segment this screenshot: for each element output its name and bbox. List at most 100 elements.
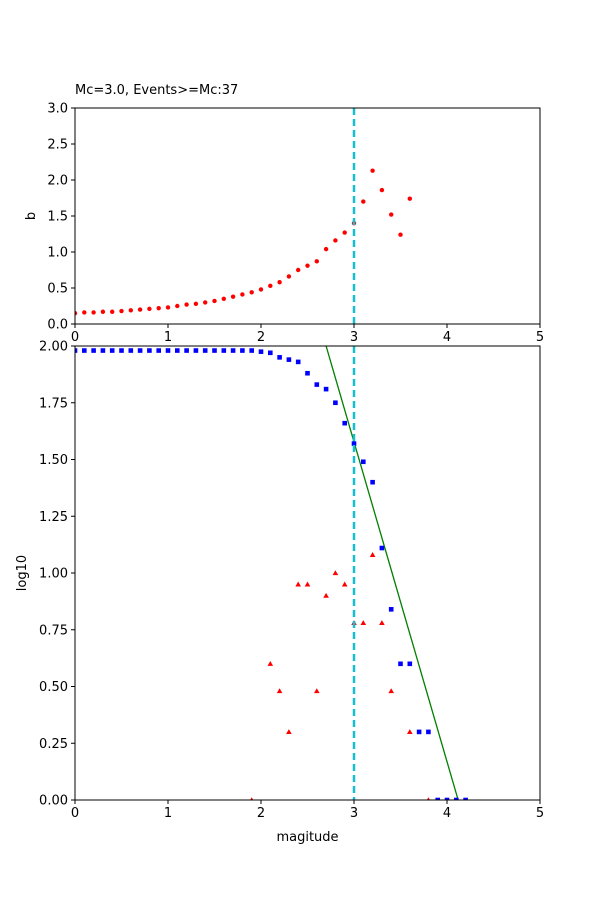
bottom-plot-area bbox=[75, 346, 468, 800]
top-x-tick-label: 3 bbox=[350, 330, 358, 345]
top-x-tick-label: 1 bbox=[164, 330, 172, 345]
top-y-tick-label: 1.5 bbox=[47, 210, 68, 225]
top-y-tick-label: 3.0 bbox=[47, 102, 68, 117]
bottom-series-0-point bbox=[221, 348, 227, 353]
top-x-tick-label: 5 bbox=[536, 330, 544, 345]
bottom-series-0-point bbox=[175, 348, 180, 353]
bottom-series-0-point bbox=[75, 348, 78, 353]
bottom-x-tick-label: 5 bbox=[536, 806, 544, 821]
top-series-0-point bbox=[361, 199, 366, 204]
bottom-series-0-point bbox=[435, 797, 440, 800]
top-x-tick-label: 0 bbox=[71, 330, 79, 345]
top-series-0-point bbox=[110, 309, 115, 314]
bottom-series-0-point bbox=[426, 729, 431, 735]
bottom-series-1-point bbox=[314, 688, 320, 694]
top-series-0-point bbox=[193, 301, 199, 307]
top-series-0-point bbox=[398, 232, 403, 237]
bottom-series-1-point bbox=[388, 688, 394, 694]
top-series-0-point bbox=[119, 308, 124, 314]
top-plot-area bbox=[75, 168, 412, 316]
top-series-0-point bbox=[147, 306, 152, 312]
top-series-0-point bbox=[277, 280, 282, 285]
bottom-series-0-point bbox=[109, 348, 115, 353]
top-series-0-point bbox=[221, 296, 226, 301]
bottom-series-0-point bbox=[305, 370, 310, 376]
top-y-tick-label: 2.5 bbox=[47, 138, 68, 153]
bottom-y-tick-label: 1.00 bbox=[39, 567, 68, 582]
bottom-axes-frame bbox=[74, 345, 541, 801]
bottom-series-0-point bbox=[249, 348, 254, 353]
bottom-series-1-point bbox=[332, 570, 339, 576]
top-series-0-point bbox=[75, 311, 78, 316]
top-series-0-point bbox=[305, 263, 310, 268]
bottom-x-tick-label: 0 bbox=[71, 806, 79, 821]
bottom-series-0-point bbox=[379, 545, 385, 551]
top-series-0-point bbox=[389, 212, 394, 217]
bottom-series-0-point bbox=[258, 349, 264, 354]
top-series-0-point bbox=[342, 230, 347, 235]
bottom-y-axis-label: log10 bbox=[15, 555, 30, 591]
top-axes-frame bbox=[74, 107, 541, 325]
top-series-0-point bbox=[370, 168, 375, 173]
top-series-0-point bbox=[184, 302, 189, 307]
bottom-series-0-point bbox=[82, 348, 87, 353]
bottom-y-tick-label: 0.75 bbox=[39, 623, 68, 638]
top-series-0-point bbox=[82, 310, 87, 315]
top-y-tick-label: 0.0 bbox=[47, 318, 68, 333]
bottom-series-0-point bbox=[388, 607, 394, 612]
top-series-0-point bbox=[379, 187, 385, 193]
bottom-series-1-point bbox=[323, 592, 329, 598]
bottom-series-0-point bbox=[463, 797, 468, 800]
top-series-0-point bbox=[165, 305, 171, 310]
bottom-series-0-point bbox=[212, 348, 217, 353]
bottom-series-0-point bbox=[268, 350, 273, 356]
bottom-series-0-point bbox=[342, 420, 347, 426]
bottom-series-0-point bbox=[230, 348, 236, 353]
bottom-series-1-point bbox=[276, 688, 283, 694]
bottom-series-0-point bbox=[137, 348, 143, 353]
top-chart-title: Mc=3.0, Events>=Mc:37 bbox=[75, 83, 238, 98]
top-y-tick-label: 1.0 bbox=[47, 246, 68, 261]
top-series-0-point bbox=[407, 196, 412, 201]
top-series-0-point bbox=[128, 308, 133, 313]
top-series-0-point bbox=[137, 307, 143, 312]
top-y-tick-label: 0.5 bbox=[47, 282, 68, 297]
bottom-series-1-point bbox=[341, 581, 348, 587]
bottom-y-tick-label: 0.00 bbox=[39, 794, 68, 809]
bottom-series-0-point bbox=[314, 382, 320, 387]
bottom-series-1-point bbox=[286, 729, 292, 734]
bottom-series-0-point bbox=[295, 359, 301, 365]
bottom-series-1-point bbox=[250, 797, 254, 800]
bottom-series-1-point bbox=[304, 581, 311, 587]
bottom-x-tick-label: 3 bbox=[350, 806, 358, 821]
bottom-series-0-point bbox=[184, 348, 189, 353]
magnitude-frequency-plot: 0 1 2 3 4 5 0.00 0.25 0.50 0.75 1.00 1.25 1.50 1.75 2.… bbox=[15, 340, 544, 846]
bottom-series-1-point bbox=[379, 620, 385, 626]
bottom-series-0-point bbox=[147, 348, 152, 353]
bottom-y-tick-label: 1.50 bbox=[39, 453, 68, 468]
bottom-series-1-point bbox=[267, 661, 274, 666]
bottom-series-0-point bbox=[240, 348, 245, 353]
bottom-series-0-point bbox=[277, 355, 282, 360]
top-series-0-point bbox=[314, 259, 319, 264]
bottom-fit-line bbox=[325, 346, 459, 800]
top-series-0-point bbox=[258, 287, 264, 292]
bottom-series-0-point bbox=[119, 348, 124, 353]
bottom-series-0-point bbox=[193, 348, 199, 353]
bottom-series-1-point bbox=[295, 581, 301, 587]
bottom-series-1-point bbox=[369, 552, 376, 557]
top-series-0-point bbox=[175, 303, 180, 309]
bottom-x-axis-label: magitude bbox=[276, 830, 338, 845]
bottom-series-0-point bbox=[333, 400, 338, 406]
bottom-series-0-point bbox=[407, 661, 413, 667]
bottom-series-0-point bbox=[416, 729, 422, 735]
top-series-0-point bbox=[230, 294, 236, 299]
top-x-tick-label: 4 bbox=[443, 330, 451, 345]
top-y-axis-label: b bbox=[24, 212, 39, 220]
bottom-series-0-point bbox=[165, 348, 171, 353]
bottom-series-0-point bbox=[444, 797, 450, 800]
bottom-series-1-point bbox=[426, 797, 431, 800]
top-series-0-point bbox=[296, 267, 301, 273]
top-series-0-point bbox=[333, 238, 338, 243]
